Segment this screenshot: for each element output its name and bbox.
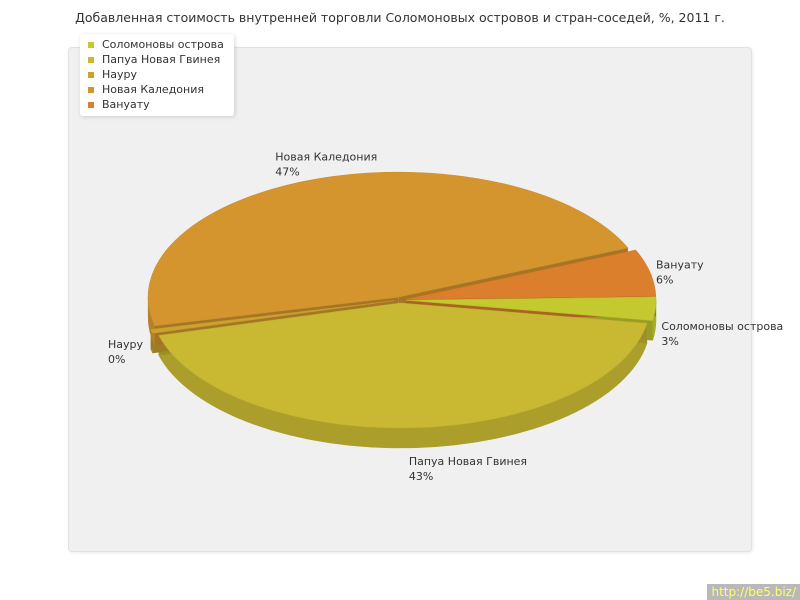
- legend-label: Папуа Новая Гвинея: [102, 53, 221, 66]
- pie-slice[interactable]: [158, 302, 648, 429]
- data-label-name: Соломоновы острова: [661, 320, 783, 333]
- legend-label: Науру: [102, 68, 138, 81]
- data-label-value: 43%: [409, 470, 433, 483]
- legend-label: Вануату: [102, 98, 150, 111]
- watermark: http://be5.biz/: [707, 584, 800, 600]
- pie-slice[interactable]: [405, 296, 657, 321]
- legend-swatch: [88, 71, 94, 78]
- data-label-name: Новая Каледония: [275, 150, 377, 163]
- legend: Соломоновы острова Папуа Новая Гвинея Наур…: [80, 34, 234, 116]
- legend-item[interactable]: Папуа Новая Гвинея: [80, 52, 234, 67]
- pie-slice[interactable]: [147, 171, 629, 327]
- data-label-value: 3%: [661, 335, 678, 348]
- legend-swatch: [88, 56, 94, 63]
- legend-item[interactable]: Науру: [80, 67, 234, 82]
- legend-item[interactable]: Вануату: [80, 97, 234, 112]
- legend-label: Новая Каледония: [102, 83, 204, 96]
- legend-item[interactable]: Новая Каледония: [80, 82, 234, 97]
- legend-swatch: [88, 101, 94, 108]
- legend-swatch: [88, 41, 94, 48]
- pie-slice[interactable]: [405, 249, 657, 300]
- pie-tops: [147, 171, 657, 429]
- pie-slice[interactable]: [150, 300, 395, 334]
- data-label-name: Папуа Новая Гвинея: [409, 455, 527, 468]
- legend-item[interactable]: Соломоновы острова: [80, 37, 234, 52]
- legend-swatch: [88, 86, 94, 93]
- pie-labels: Соломоновы острова 3% Папуа Новая Гвинея 43…: [108, 150, 783, 482]
- legend-label: Соломоновы острова: [102, 38, 224, 51]
- data-label-value: 0%: [108, 353, 125, 366]
- data-label-value: 6%: [656, 274, 673, 287]
- chart-title: Добавленная стоимость внутренней торговл…: [75, 10, 725, 25]
- data-label-name: Вануату: [656, 259, 704, 272]
- data-label-value: 47%: [275, 165, 299, 178]
- data-label-name: Науру: [108, 338, 144, 351]
